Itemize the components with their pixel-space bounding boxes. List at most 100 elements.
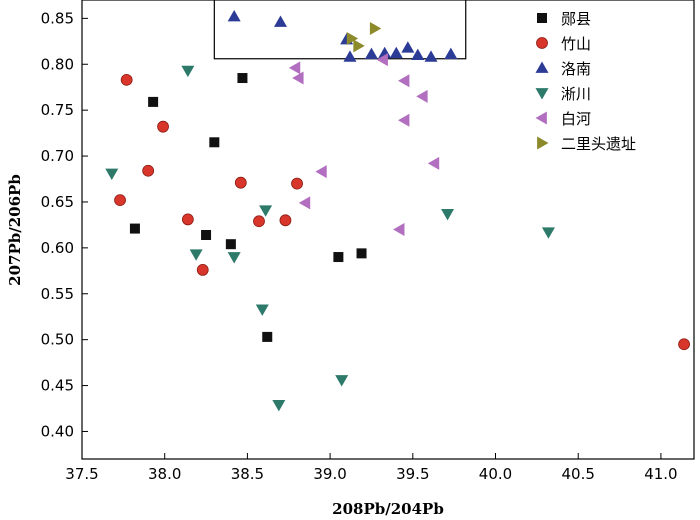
y-tick-label: 0.50 <box>41 331 74 349</box>
data-point <box>393 223 405 236</box>
legend-marker <box>536 37 548 49</box>
legend-entry: 竹山 <box>536 35 591 53</box>
data-point <box>298 196 311 210</box>
data-point <box>181 213 194 226</box>
data-point <box>209 137 220 148</box>
data-point <box>227 10 241 22</box>
data-point <box>272 399 286 412</box>
series-1 <box>129 73 367 342</box>
legend-label: 淅川 <box>561 85 591 103</box>
data-point <box>411 48 425 60</box>
series-4 <box>105 65 555 412</box>
data-point <box>343 50 357 62</box>
data-point <box>678 338 690 351</box>
data-point <box>541 227 555 239</box>
data-point <box>376 53 388 67</box>
data-point <box>120 73 133 86</box>
series-6 <box>346 21 382 53</box>
y-axis-label: 207Pb/206Pb <box>6 174 24 286</box>
x-tick-label: 39.5 <box>396 465 429 483</box>
x-tick-label: 39.0 <box>313 465 346 483</box>
y-tick-label: 0.70 <box>41 147 74 165</box>
data-point <box>364 47 378 60</box>
data-point <box>105 168 119 181</box>
y-tick-label: 0.60 <box>41 239 74 257</box>
data-point <box>201 230 212 241</box>
data-point <box>424 50 438 62</box>
data-point <box>346 32 359 46</box>
x-axis-label: 208Pb/204Pb <box>332 500 444 518</box>
data-point <box>398 113 410 127</box>
highlight-box <box>213 0 467 60</box>
data-point <box>335 375 349 387</box>
y-tick-label: 0.55 <box>41 285 74 303</box>
legend-entry: 洛南 <box>535 60 591 78</box>
data-point <box>291 177 303 190</box>
data-point <box>441 209 455 221</box>
legend-marker <box>537 136 549 150</box>
y-tick-label: 0.65 <box>41 193 74 211</box>
data-point <box>353 39 365 53</box>
y-tick-label: 0.75 <box>41 101 74 119</box>
data-point <box>237 73 248 84</box>
legend-label: 洛南 <box>561 60 591 78</box>
data-point <box>398 74 410 88</box>
legend-marker <box>537 13 547 23</box>
legend-entry: 白河 <box>535 110 591 128</box>
series-3 <box>227 10 458 62</box>
data-point <box>427 156 440 170</box>
legend-entry: 郧县 <box>537 10 591 28</box>
legend-entry: 淅川 <box>535 85 591 103</box>
data-point <box>189 249 203 261</box>
y-tick-label: 0.40 <box>41 422 74 440</box>
legend-label: 竹山 <box>561 35 591 53</box>
data-point <box>142 164 155 177</box>
data-point <box>288 61 301 75</box>
data-point <box>227 252 241 264</box>
x-tick-label: 41.0 <box>644 465 677 483</box>
data-point <box>259 205 273 217</box>
data-point <box>369 21 382 35</box>
data-point <box>181 65 195 78</box>
x-tick-label: 40.0 <box>479 465 512 483</box>
x-tick-label: 38.5 <box>231 465 264 483</box>
data-point <box>234 176 247 189</box>
data-point <box>401 41 415 53</box>
legend-marker <box>535 111 547 125</box>
data-point <box>273 15 287 27</box>
legend-label: 二里头遗址 <box>561 135 636 153</box>
y-tick-label: 0.85 <box>41 9 74 27</box>
data-point <box>356 248 367 259</box>
data-point <box>129 223 140 234</box>
data-point <box>444 47 458 60</box>
data-point <box>292 71 304 85</box>
series-2 <box>114 73 690 351</box>
data-point <box>279 214 292 227</box>
plot-frame <box>81 0 695 460</box>
data-point <box>315 165 327 179</box>
legend-marker <box>535 61 549 73</box>
legend-label: 白河 <box>561 110 591 128</box>
data-point <box>157 120 169 133</box>
y-tick-label: 0.80 <box>41 55 74 73</box>
data-point <box>225 239 236 250</box>
data-point <box>416 89 428 103</box>
data-point <box>378 46 392 59</box>
legend-label: 郧县 <box>561 10 591 28</box>
data-point <box>148 96 159 107</box>
data-point <box>262 331 273 342</box>
data-point <box>389 46 403 59</box>
y-tick-label: 0.45 <box>41 377 74 395</box>
data-point <box>333 252 344 263</box>
data-point <box>253 215 265 228</box>
series-5 <box>288 53 440 236</box>
legend-marker <box>535 88 549 100</box>
data-point <box>114 194 126 207</box>
data-point <box>196 263 209 276</box>
x-tick-label: 37.5 <box>65 465 98 483</box>
legend-entry: 二里头遗址 <box>537 135 636 153</box>
x-tick-label: 38.0 <box>148 465 181 483</box>
data-point <box>255 304 269 316</box>
x-tick-label: 40.5 <box>562 465 595 483</box>
